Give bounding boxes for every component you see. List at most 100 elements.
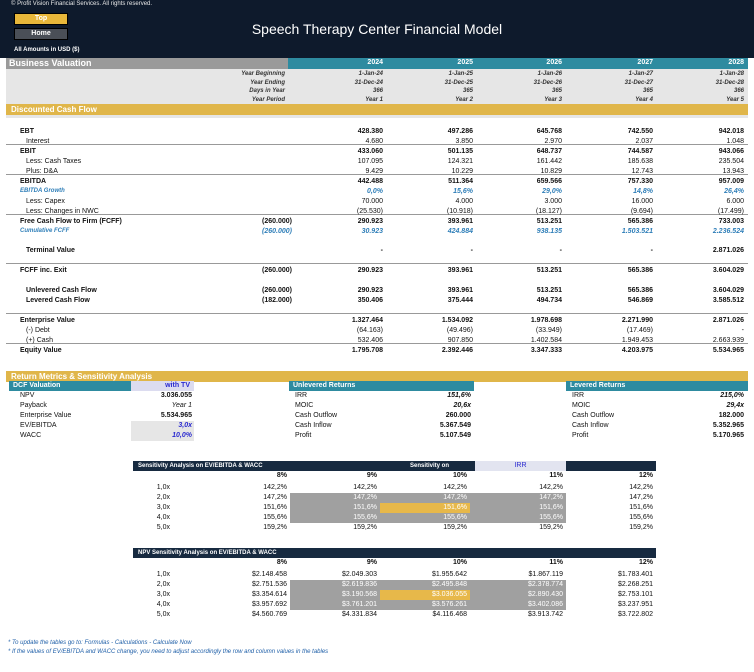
dcf-value: 442.488 <box>357 178 383 185</box>
dcf-value: 494.734 <box>536 297 562 304</box>
period-value: 1-Jan-27 <box>628 71 653 77</box>
dcf-value: 513.251 <box>536 287 562 294</box>
dcf-value: 3.000 <box>544 198 562 205</box>
dcf-row-label: Less: Capex <box>26 198 65 205</box>
dcf_valuation-label: NPV <box>20 392 35 399</box>
dcf-value: 290.923 <box>357 218 383 225</box>
levered-value: 182.000 <box>718 412 744 419</box>
sens_irr-row-header: 2,0x <box>156 494 170 501</box>
sens_irr-col-header: 9% <box>366 472 377 479</box>
dcf_valuation-value: 3,0x <box>178 422 192 429</box>
sens_npv-col-header: 9% <box>366 559 377 566</box>
dcf-value: 10.229 <box>451 168 473 175</box>
period-value: 366 <box>372 88 383 94</box>
period-value: Year 2 <box>455 96 473 103</box>
period-value: 1-Jan-26 <box>537 71 562 77</box>
dcf-row-label: (+) Cash <box>26 337 54 344</box>
period-row-label: Days in Year <box>249 88 285 94</box>
levered-value: 5.352.965 <box>712 422 744 429</box>
sens_irr-cell: 142,2% <box>443 484 467 491</box>
dcf-value: (10.918) <box>446 208 473 215</box>
dcf-row-label: EBITDA Growth <box>20 188 65 194</box>
dcf-row-label: EBIT <box>20 148 36 155</box>
unlevered-returns-title: Unlevered Returns <box>289 381 474 391</box>
dcf-row-label: Terminal Value <box>26 247 75 254</box>
sens_irr-cell: 147,2% <box>470 493 566 503</box>
sens_irr-cell: 147,2% <box>629 494 653 501</box>
dcf-value: 290.923 <box>357 267 383 274</box>
sens_irr-cell: 159,2% <box>443 524 467 531</box>
dcf-value: 29,0% <box>542 188 562 195</box>
unlevered-label: Cash Inflow <box>295 422 332 429</box>
business-valuation-label: Business Valuation <box>6 58 288 69</box>
period-value: 365 <box>462 88 473 94</box>
page-header: © Profit Vision Financial Services. All … <box>0 0 754 58</box>
dcf-value: 13.943 <box>722 168 744 175</box>
dcf-value: 3.347.333 <box>530 347 562 354</box>
dcf-value: 2.392.446 <box>441 347 473 354</box>
dcf-value: 433.060 <box>357 148 383 155</box>
sens_npv-cell: $4.560.769 <box>251 611 287 618</box>
row-divider <box>6 144 748 145</box>
return-metrics-header: Return Metrics & Sensitivity Analysis <box>6 371 748 382</box>
dcf-value: 12.743 <box>631 168 653 175</box>
sens_npv-row-header: 3,0x <box>156 591 170 598</box>
dcf-value: 938.135 <box>536 228 562 235</box>
dcf-value: 393.961 <box>447 287 473 294</box>
period-value: 365 <box>642 88 653 94</box>
dcf-value: 1.503.521 <box>621 228 653 235</box>
sens_npv-cell: $2.049.303 <box>341 571 377 578</box>
top-button[interactable]: Top <box>14 13 68 25</box>
sens_npv-cell: $2.751.536 <box>251 581 287 588</box>
dcf-value: 744.587 <box>627 148 653 155</box>
dcf-value: (9.694) <box>630 208 653 215</box>
sens_irr-cell: 147,2% <box>263 494 287 501</box>
dcf-row-label: Free Cash Flow to Firm (FCFF) <box>20 218 122 225</box>
dcf-value: 1.795.708 <box>351 347 383 354</box>
dcf-value: (25.530) <box>356 208 383 215</box>
sens_irr-cell: 155,6% <box>470 513 566 523</box>
period-value: Year 4 <box>635 96 653 103</box>
year-header-2028: 2028 <box>728 59 744 66</box>
dcf-value: 30.923 <box>361 228 383 235</box>
home-button[interactable]: Home <box>14 28 68 40</box>
row-divider <box>6 343 748 344</box>
year-header-2026: 2026 <box>546 59 562 66</box>
period-value: 1-Jan-24 <box>358 71 383 77</box>
dcf-value: 2.271.990 <box>621 317 653 324</box>
period-value: 1-Jan-28 <box>719 71 744 77</box>
unlevered-label: Cash Outflow <box>295 412 338 419</box>
sens-on-label: Sensitivity on <box>410 463 450 469</box>
sens_npv-cell: $3.957.692 <box>251 601 287 608</box>
sens_npv-cell: $3.237.951 <box>617 601 653 608</box>
sens_npv-cell: $3.036.055 <box>380 590 470 600</box>
dcf-row-label: EBT <box>20 128 34 135</box>
row-divider <box>6 313 748 314</box>
dcf-value: 1.402.584 <box>530 337 562 344</box>
levered-value: 5.170.965 <box>712 432 744 439</box>
period-value: Year 1 <box>365 96 383 103</box>
sens_npv-cell: $1.955.642 <box>431 571 467 578</box>
dcf-value: 943.066 <box>718 148 744 155</box>
dcf-value: 70.000 <box>361 198 383 205</box>
sens_irr-row-header: 1,0x <box>156 484 170 491</box>
dcf-value: (49.496) <box>446 327 473 334</box>
sens-on-select[interactable]: IRR <box>475 461 566 471</box>
dcf-value: 733.003 <box>718 218 744 225</box>
dcf_valuation-value: 10,0% <box>172 432 192 439</box>
period-value: 31-Dec-28 <box>715 79 744 86</box>
dcf-value: 3.585.512 <box>712 297 744 304</box>
sens_irr-col-header: 11% <box>549 472 563 479</box>
dcf-value: 757.330 <box>627 178 653 185</box>
period-value: 31-Dec-26 <box>533 79 562 86</box>
levered-label: Profit <box>572 432 589 439</box>
row-divider <box>6 174 748 175</box>
dcf-value: 645.768 <box>536 128 562 135</box>
dcf-row-label: Less: Changes in NWC <box>26 208 99 215</box>
dcf-value: 2.871.026 <box>712 247 744 254</box>
dcf_valuation-value: 3.036.055 <box>160 392 192 399</box>
unlevered-value: 5.107.549 <box>439 432 471 439</box>
dcf-row-label: Equity Value <box>20 347 62 354</box>
period-row-label: Year Beginning <box>241 71 285 77</box>
row-divider <box>6 214 748 215</box>
